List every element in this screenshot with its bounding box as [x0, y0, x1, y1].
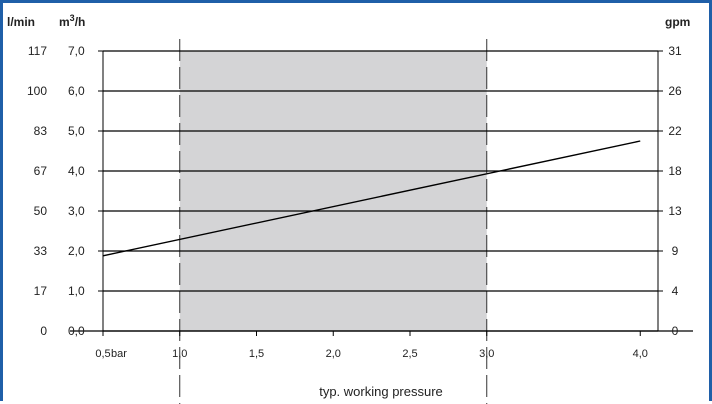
x-tick-label: 1,5 — [249, 348, 264, 360]
flow-series-line — [102, 140, 641, 257]
working-pressure-label: typ. working pressure — [319, 384, 443, 399]
y-tick-label-lmin: 117 — [28, 44, 47, 58]
y-tick-label-gpm: 13 — [668, 204, 682, 218]
y-tick-label-m3h: 5,0 — [68, 124, 85, 138]
y-axis-label-m3h-tail: /h — [75, 15, 86, 29]
y-tick-label-lmin: 0 — [40, 324, 47, 338]
y-tick-label-gpm: 9 — [672, 244, 679, 258]
x-tick-label: 1,0 — [172, 348, 187, 360]
working-pressure-band — [179, 51, 487, 331]
y-axis-label-m3h-base: m — [59, 15, 70, 29]
y-tick-label-lmin: 33 — [34, 244, 48, 258]
y-tick-label-lmin: 100 — [27, 84, 47, 98]
x-tick-label: 0,5 — [95, 348, 110, 360]
y-tick-label-gpm: 0 — [672, 324, 679, 338]
y-tick-label-gpm: 4 — [672, 284, 679, 298]
y-tick-label-gpm: 26 — [668, 84, 682, 98]
y-tick-label-m3h: 4,0 — [68, 164, 85, 178]
y-tick-label-m3h: 7,0 — [68, 44, 85, 58]
y-tick-label-lmin: 83 — [34, 124, 48, 138]
y-tick-label-m3h: 0,0 — [68, 324, 85, 338]
y-axis-label-m3h-sup: 3 — [70, 13, 75, 23]
y-tick-label-lmin: 67 — [34, 164, 48, 178]
x-tick-label: 2,0 — [326, 348, 341, 360]
y-tick-label-m3h: 2,0 — [68, 244, 85, 258]
y-tick-label-lmin: 17 — [34, 284, 48, 298]
y-axis-label-lmin: l/min — [7, 15, 35, 29]
x-axis-unit-label: bar — [111, 348, 127, 360]
y-axis-label-m3h: m3/h — [59, 13, 85, 29]
x-tick-label: 3,0 — [479, 348, 494, 360]
flow-pressure-chart: 0 0,0 0 17 1,0 4 33 2,0 9 50 3,0 13 67 4,0 18 83 5,0 22 10… — [7, 13, 693, 404]
x-tick-label: 4,0 — [633, 348, 648, 360]
y-tick-label-m3h: 1,0 — [68, 284, 85, 298]
y-tick-label-lmin: 50 — [34, 204, 48, 218]
y-tick-label-m3h: 6,0 — [68, 84, 85, 98]
y-axis-label-gpm: gpm — [665, 15, 690, 29]
y-tick-label-gpm: 31 — [668, 44, 682, 58]
y-tick-label-gpm: 22 — [668, 124, 682, 138]
y-tick-label-gpm: 18 — [668, 164, 682, 178]
y-tick-label-m3h: 3,0 — [68, 204, 85, 218]
x-tick-label: 2,5 — [402, 348, 417, 360]
